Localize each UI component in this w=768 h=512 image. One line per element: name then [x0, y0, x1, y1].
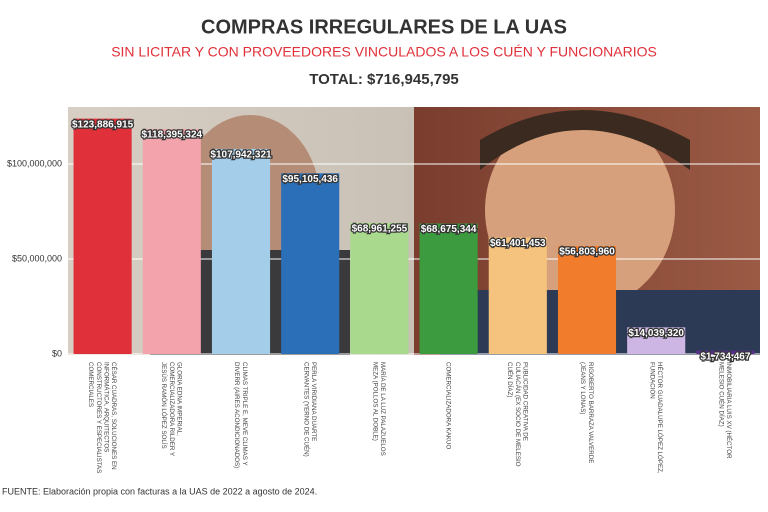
- value-label: $61,401,453: [490, 238, 546, 249]
- bar: [627, 327, 686, 354]
- value-label: $56,803,960: [559, 247, 615, 258]
- x-tick-label: HÉCTOR GUADALUPE LÓPEZ LÓPEZ, FUNDACIÓN: [649, 362, 664, 475]
- value-label: $68,961,255: [352, 224, 408, 235]
- x-tick-label: GLORIA EDNA IMPERIAL, COMERCIALIZADORA R…: [161, 362, 183, 458]
- bar: [142, 129, 201, 354]
- bar: [696, 350, 755, 354]
- x-tick-label: CLIMAS TRIPLE E, MEVE CLIMAS Y DIVERR (A…: [234, 362, 249, 468]
- x-tick-label: COMERCIALIZADORA KAKUO: [445, 362, 452, 450]
- bar: [211, 148, 271, 354]
- chart-subtitle: SIN LICITAR Y CON PROVEEDORES VINCULADOS…: [111, 44, 657, 60]
- source-note: FUENTE: Elaboración propia con facturas …: [2, 486, 317, 496]
- value-label: $1,734,467: [700, 351, 750, 362]
- y-tick-label: $0: [52, 348, 62, 358]
- value-label: $123,886,915: [72, 119, 134, 130]
- x-tick-label: MARÍA DE LA LUZ PALAZUELOS MEZA (POLLOS …: [372, 362, 387, 457]
- value-label: $118,395,324: [141, 130, 202, 141]
- x-tick-label: INMOBILIARIA LUIS XV (HÉCTOR MELESIO CUÉ…: [718, 362, 733, 460]
- bar: [350, 222, 409, 354]
- x-tick-label: PUBLICIDAD CREATIVA DE CULIACÁN (EX SOCI…: [507, 362, 529, 468]
- bar: [419, 223, 478, 354]
- bar: [73, 118, 132, 354]
- y-tick-label: $100,000,000: [7, 158, 62, 168]
- value-label: $107,942,321: [210, 150, 272, 161]
- value-label: $68,675,344: [421, 224, 477, 235]
- x-tick-label: PERLA VIRIDIANA DUARTE CERVANTES (YERNO …: [303, 362, 318, 457]
- bar: [557, 246, 617, 354]
- total: TOTAL: $716,945,795: [309, 71, 459, 88]
- y-tick-label: $50,000,000: [12, 253, 62, 263]
- value-label: $95,105,436: [282, 174, 338, 185]
- bar: [281, 173, 340, 354]
- bar: [488, 237, 547, 354]
- x-tick-label: CÉSAR CUADRAS, SOLUCIONES EN INFORMÁTICA…: [88, 362, 118, 475]
- x-tick-label: RIGOBERTO BARRAZA VALVERDE (JEANS Y LONA…: [580, 362, 595, 465]
- value-label: $14,039,320: [628, 328, 684, 339]
- chart-title: COMPRAS IRREGULARES DE LA UAS: [201, 16, 567, 38]
